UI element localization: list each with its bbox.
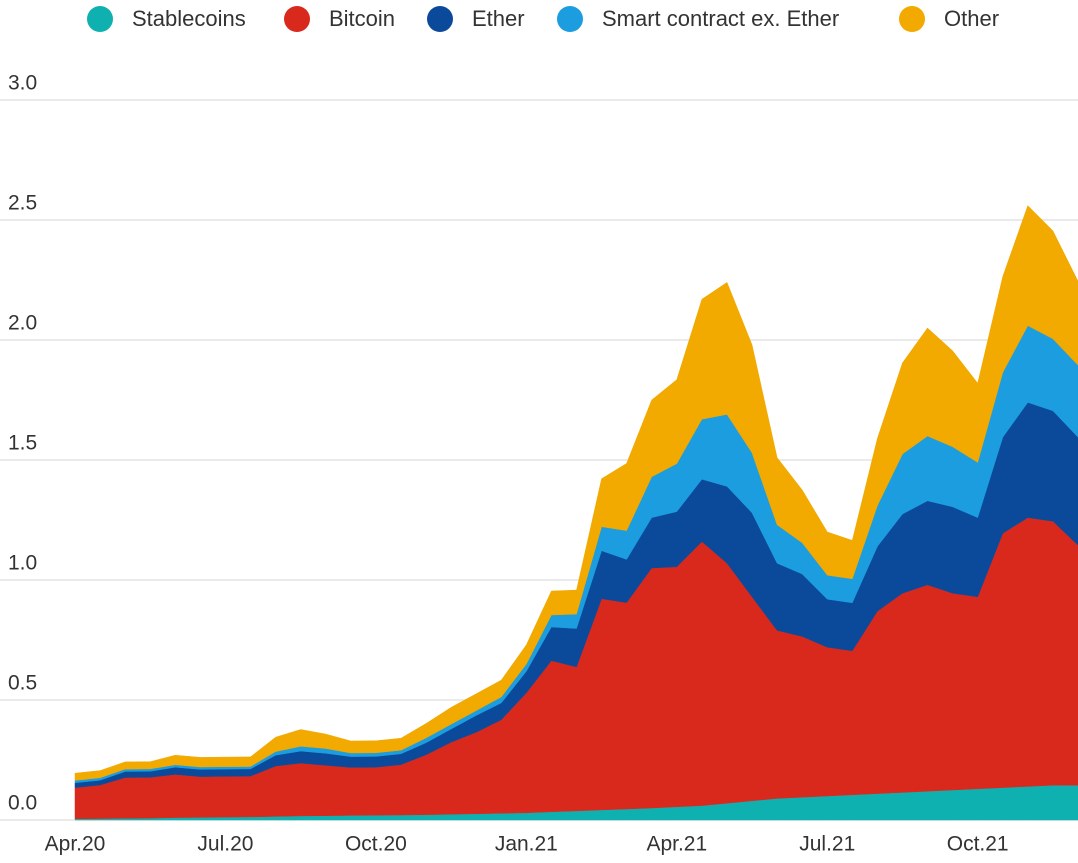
y-tick-label: 0.5 [8, 672, 37, 695]
x-tick-label: Apr.21 [646, 833, 707, 856]
area [74, 205, 1078, 781]
legend-marker [427, 6, 453, 32]
y-tick-label: 2.5 [8, 192, 37, 215]
y-tick-label: 2.0 [8, 312, 37, 335]
x-tick-label: Oct.20 [345, 833, 407, 856]
legend-label: Stablecoins [132, 6, 246, 31]
legend: Stablecoins Bitcoin Ether Smart contract ex… [87, 6, 999, 32]
legend-label: Ether [472, 6, 525, 31]
legend-label: Smart contract ex. Ether [602, 6, 839, 31]
legend-marker [284, 6, 310, 32]
x-tick-label: Jul.20 [197, 833, 253, 856]
legend-label: Bitcoin [329, 6, 395, 31]
y-tick-label: 0.0 [8, 792, 37, 815]
legend-marker [557, 6, 583, 32]
legend-marker [87, 6, 113, 32]
x-tick-label: Oct.21 [947, 833, 1009, 856]
y-tick-label: 1.0 [8, 552, 37, 575]
x-tick-label: Jan.21 [495, 833, 558, 856]
legend-marker [899, 6, 925, 32]
y-tick-label: 3.0 [8, 72, 37, 95]
x-tick-label: Apr.20 [45, 833, 106, 856]
y-tick-label: 1.5 [8, 432, 37, 455]
legend-label: Other [944, 6, 999, 31]
x-tick-label: Jul.21 [799, 833, 855, 856]
